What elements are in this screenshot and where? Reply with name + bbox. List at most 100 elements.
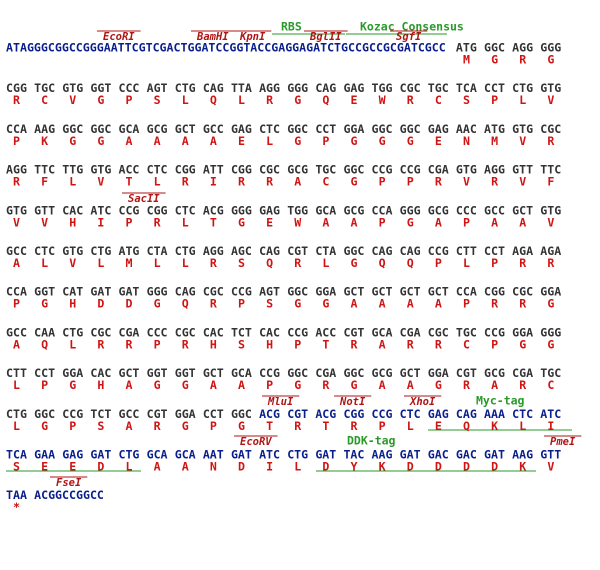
codon: GCG: [147, 122, 168, 136]
codon: GTG: [512, 122, 533, 136]
amino-acid: V: [519, 134, 526, 148]
amino-acid: K: [379, 460, 386, 474]
amino-acid: G: [379, 134, 386, 148]
codon: CCG: [62, 407, 83, 421]
amino-acid: P: [13, 134, 20, 148]
amino-acid: A: [126, 378, 133, 392]
amino-acid: F: [547, 175, 554, 189]
codon: GCC: [484, 203, 505, 217]
amino-acid: H: [266, 337, 273, 351]
codon: GAG: [428, 122, 449, 136]
amino-acid: H: [69, 297, 76, 311]
codon: GAC: [456, 448, 477, 462]
codon: CTG: [90, 244, 111, 258]
codon: GCT: [203, 366, 224, 380]
amino-acid: G: [350, 256, 357, 270]
codon: TGG: [372, 81, 393, 95]
codon: CTG: [175, 81, 196, 95]
codon: CCT: [484, 244, 505, 258]
amino-acid: E: [435, 134, 442, 148]
codon: GGC: [484, 41, 505, 55]
codon: GCA: [231, 366, 252, 380]
amino-acid: W: [379, 93, 386, 107]
codon: GAT: [484, 448, 505, 462]
codon: GCC: [203, 122, 224, 136]
codon: CGG: [147, 203, 168, 217]
codon: GTT: [34, 203, 55, 217]
amino-acid: A: [210, 134, 217, 148]
amino-acid: S: [238, 256, 245, 270]
amino-acid: P: [407, 175, 414, 189]
codon: GGC: [231, 407, 252, 421]
codon: ATG: [118, 244, 139, 258]
codon: CGC: [175, 325, 196, 339]
amino-acid: L: [126, 460, 133, 474]
amino-acid: D: [97, 297, 104, 311]
codon: GCG: [428, 203, 449, 217]
codon: AGG: [6, 163, 27, 177]
codon: CTG: [175, 244, 196, 258]
codon: GGC: [343, 163, 364, 177]
enzyme-label: XhoI: [409, 396, 436, 408]
amino-acid: R: [238, 175, 245, 189]
amino-acid: E: [69, 460, 76, 474]
amino-acid: L: [182, 215, 189, 229]
codon: TTA: [231, 81, 252, 95]
codon: CAC: [62, 203, 83, 217]
codon: GGA: [315, 285, 336, 299]
codon: AGC: [231, 244, 252, 258]
codon: CTC: [34, 244, 55, 258]
feature-label: Myc-tag: [476, 394, 525, 408]
codon: GGA: [540, 285, 561, 299]
codon: CTA: [147, 244, 168, 258]
codon: CAC: [259, 325, 280, 339]
codon: CCT: [315, 122, 336, 136]
codon: ACG: [203, 203, 224, 217]
amino-acid: G: [350, 378, 357, 392]
codon: GGG: [231, 203, 252, 217]
codon: GAA: [34, 448, 55, 462]
amino-acid: L: [519, 93, 526, 107]
codon: ACG: [315, 407, 336, 421]
amino-acid: L: [407, 419, 414, 433]
codon: GGC: [372, 122, 393, 136]
amino-acid: P: [322, 134, 329, 148]
amino-acid: P: [491, 256, 498, 270]
amino-acid: G: [238, 419, 245, 433]
codon: GTG: [62, 244, 83, 258]
amino-acid: L: [322, 256, 329, 270]
codon: CCC: [456, 203, 477, 217]
codon: TCA: [456, 81, 477, 95]
amino-acid: R: [519, 53, 526, 67]
amino-acid: Q: [463, 419, 470, 433]
amino-acid: V: [69, 93, 76, 107]
amino-acid: G: [294, 378, 301, 392]
codon: CCA: [6, 285, 27, 299]
amino-acid: M: [463, 53, 470, 67]
codon: GCC: [6, 244, 27, 258]
amino-acid: V: [41, 215, 48, 229]
amino-acid: L: [182, 256, 189, 270]
amino-acid: G: [519, 337, 526, 351]
amino-acid: C: [547, 378, 554, 392]
codon: CAA: [34, 325, 55, 339]
amino-acid: V: [519, 175, 526, 189]
codon: GGT: [34, 285, 55, 299]
codon: CAG: [315, 81, 336, 95]
amino-acid: L: [294, 460, 301, 474]
amino-acid: R: [435, 337, 442, 351]
amino-acid: A: [13, 256, 20, 270]
codon: AGA: [540, 244, 561, 258]
codon: GGT: [147, 366, 168, 380]
amino-acid: K: [41, 134, 48, 148]
codon: CCG: [372, 163, 393, 177]
codon: ATG: [484, 122, 505, 136]
amino-acid: R: [322, 378, 329, 392]
codon: GCC: [118, 407, 139, 421]
amino-acid: P: [126, 93, 133, 107]
codon: GCT: [400, 285, 421, 299]
amino-acid: G: [154, 378, 161, 392]
codon: CTG: [6, 407, 27, 421]
amino-acid: V: [97, 175, 104, 189]
amino-acid: P: [154, 337, 161, 351]
